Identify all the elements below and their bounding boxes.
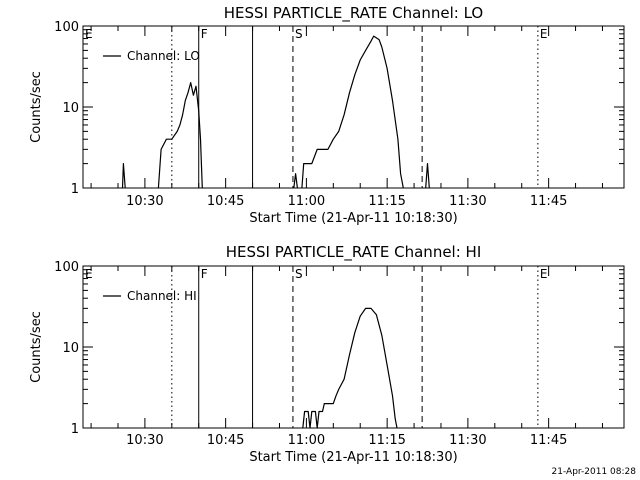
chart-title: HESSI PARTICLE_RATE Channel: HI xyxy=(226,243,482,262)
x-tick-label: 10:30 xyxy=(126,433,163,448)
x-tick-label: 11:00 xyxy=(288,194,325,209)
y-axis-label: Counts/sec xyxy=(29,311,44,383)
y-axis-label: Counts/sec xyxy=(29,71,44,143)
time-marker-label: S xyxy=(295,267,303,281)
y-tick-label: 100 xyxy=(54,20,79,35)
time-marker-label: F xyxy=(201,267,208,281)
time-marker-label: E xyxy=(85,27,93,41)
x-tick-label: 11:30 xyxy=(449,194,486,209)
legend-label: Channel: HI xyxy=(127,289,197,303)
x-tick-label: 11:00 xyxy=(288,433,325,448)
x-tick-label: 10:45 xyxy=(207,433,244,448)
series-line xyxy=(302,307,398,429)
series-line xyxy=(425,163,430,189)
x-tick-label: 11:45 xyxy=(530,194,567,209)
x-tick-label: 10:45 xyxy=(207,194,244,209)
chart-title: HESSI PARTICLE_RATE Channel: LO xyxy=(224,4,483,23)
panel-1: HESSI PARTICLE_RATE Channel: LO 1 10 100 10:… xyxy=(29,4,625,226)
x-axis-label: Start Time (21-Apr-11 10:18:30) xyxy=(249,450,457,465)
y-tick-label: 10 xyxy=(62,101,79,116)
time-marker-label: E xyxy=(540,267,548,281)
y-tick-label: 1 xyxy=(71,422,79,437)
series-line xyxy=(301,35,404,189)
y-tick-label: 100 xyxy=(54,260,79,275)
x-tick-label: 11:30 xyxy=(449,433,486,448)
time-marker-label: E xyxy=(85,267,93,281)
time-marker-label: F xyxy=(201,27,208,41)
panel-2: HESSI PARTICLE_RATE Channel: HI 1 10 100 10:… xyxy=(29,243,625,465)
y-tick-label: 1 xyxy=(71,182,79,197)
series-line xyxy=(293,173,298,189)
x-tick-label: 10:30 xyxy=(126,194,163,209)
time-marker-label: E xyxy=(540,27,548,41)
x-axis-label: Start Time (21-Apr-11 10:18:30) xyxy=(249,211,457,226)
footer-timestamp: 21-Apr-2011 08:28 xyxy=(552,467,637,477)
y-tick-label: 10 xyxy=(62,341,79,356)
legend-label: Channel: LO xyxy=(127,49,200,63)
x-tick-label: 11:15 xyxy=(368,433,405,448)
series-line xyxy=(157,81,203,189)
series-line xyxy=(121,163,126,189)
x-tick-label: 11:15 xyxy=(368,194,405,209)
x-tick-label: 11:45 xyxy=(530,433,567,448)
time-marker-label: S xyxy=(295,27,303,41)
